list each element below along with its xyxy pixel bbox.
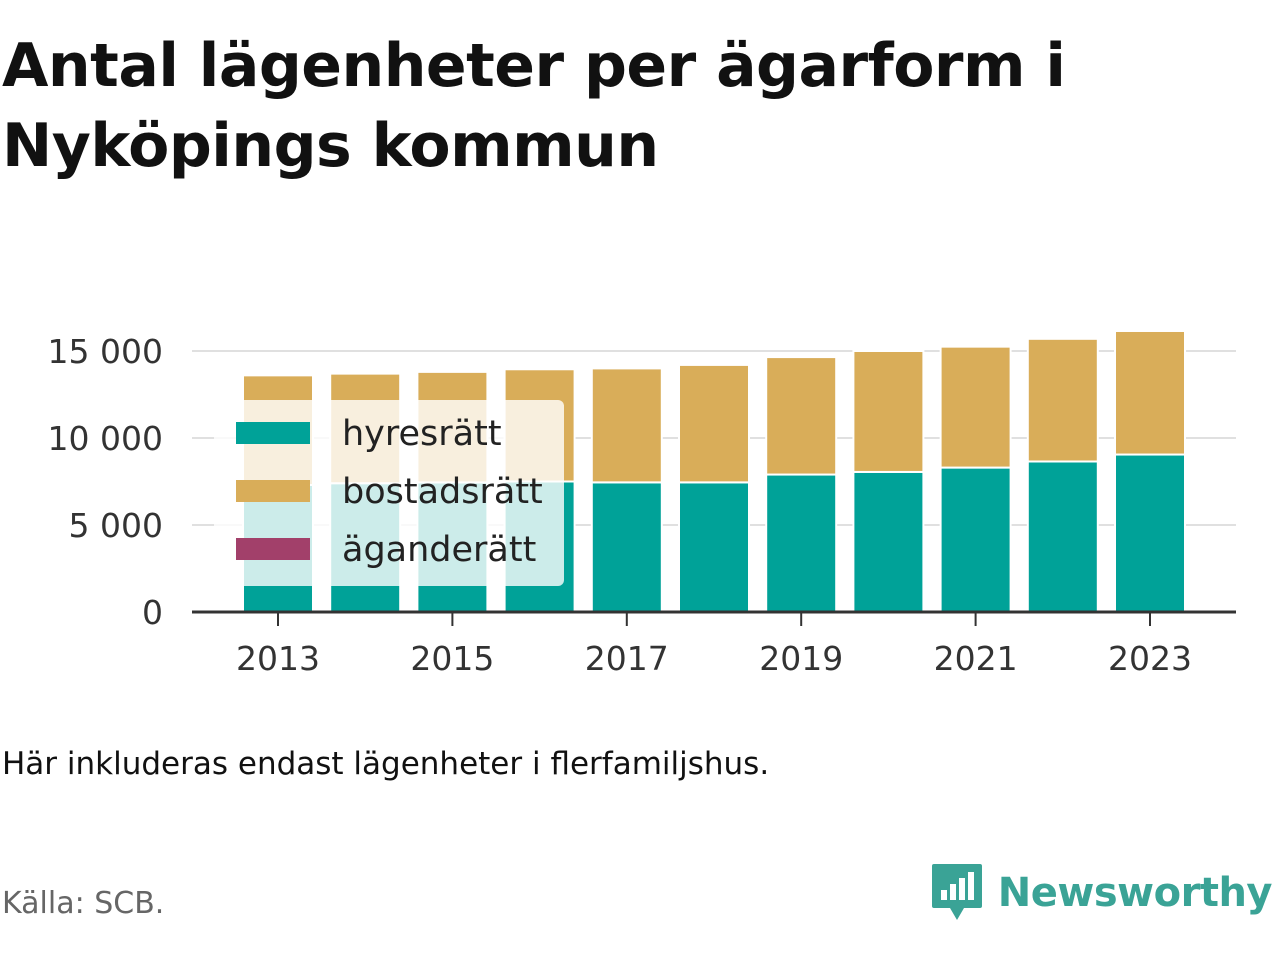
x-tick-label: 2013: [236, 639, 320, 678]
chart-note: Här inkluderas endast lägenheter i flerf…: [2, 746, 770, 782]
y-tick-label: 5 000: [69, 506, 163, 545]
bar-hyresrätt-2022: [1026, 460, 1099, 613]
x-axis-ticks: 2013 2015 2017 2019 2021 2023: [236, 612, 1192, 678]
chart-title: Antal lägenheter per ägarform i Nyköping…: [2, 31, 1066, 181]
bar-bostadsrätt-2023: [1114, 329, 1186, 456]
bar-bostadsrätt-2019: [765, 356, 838, 476]
x-tick-label: 2019: [759, 639, 843, 678]
bar-hyresrätt-2023: [1114, 453, 1186, 613]
bar-hyresrätt-2019: [765, 473, 838, 613]
y-axis-tick-labels: 0 5 000 10 000 15 000: [48, 332, 163, 632]
x-tick-label: 2021: [934, 639, 1018, 678]
legend-label-äganderätt: äganderätt: [342, 530, 536, 570]
legend-swatch-bostadsrätt: [236, 480, 310, 502]
x-tick-label: 2023: [1108, 639, 1192, 678]
legend-label-bostadsrätt: bostadsrätt: [342, 472, 543, 512]
bar-bostadsrätt-2022: [1026, 337, 1099, 463]
y-tick-label: 0: [142, 593, 163, 632]
bar-hyresrätt-2017: [590, 481, 663, 613]
bar-bostadsrätt-2018: [678, 363, 750, 484]
source-text: Källa: SCB.: [2, 886, 165, 921]
y-tick-label: 15 000: [48, 332, 163, 371]
legend: hyresrätt bostadsrätt äganderätt: [214, 400, 564, 586]
bar-bostadsrätt-2020: [852, 350, 925, 473]
brand-logo[interactable]: Newsworthy: [930, 862, 1273, 924]
x-tick-label: 2017: [585, 639, 669, 678]
bar-hyresrätt-2018: [678, 481, 750, 613]
legend-swatch-äganderätt: [236, 538, 310, 560]
legend-swatch-hyresrätt: [236, 422, 310, 444]
brand-name: Newsworthy: [997, 870, 1273, 916]
bar-hyresrätt-2021: [939, 466, 1012, 613]
y-tick-label: 10 000: [48, 419, 163, 458]
legend-label-hyresrätt: hyresrätt: [342, 414, 502, 454]
bar-bostadsrätt-2021: [939, 345, 1012, 469]
x-tick-label: 2015: [410, 639, 494, 678]
bar-bostadsrätt-2017: [590, 367, 663, 484]
bar-hyresrätt-2020: [852, 470, 925, 613]
newsworthy-logo-icon: [931, 864, 982, 920]
